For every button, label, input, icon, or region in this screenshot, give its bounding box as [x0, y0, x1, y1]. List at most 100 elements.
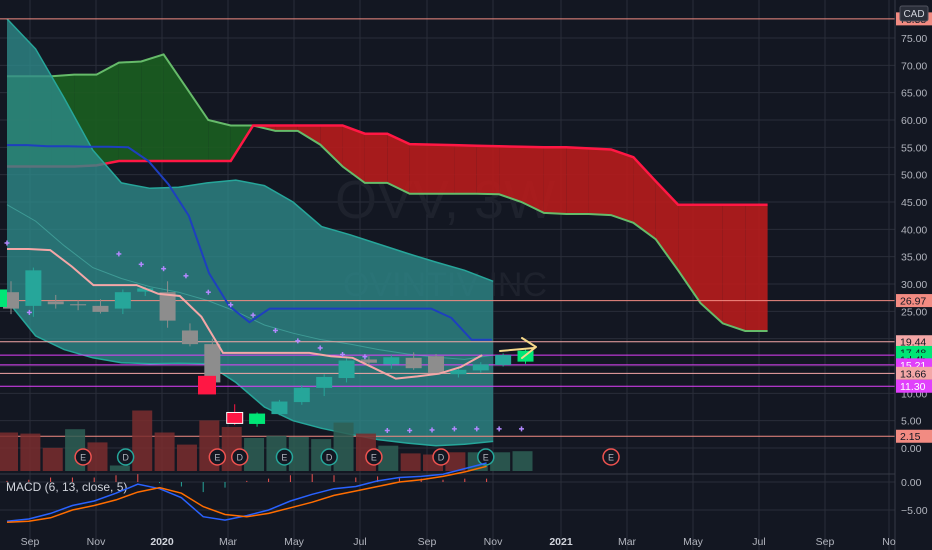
cloud-segment — [275, 125, 298, 131]
cross-marker — [429, 427, 435, 433]
currency-badge[interactable]: CAD — [899, 5, 929, 22]
cloud-segment — [320, 125, 343, 167]
price-badge-bg — [896, 366, 932, 380]
event-circle — [365, 448, 383, 466]
event-marker: E — [602, 448, 620, 466]
cloud-segment — [141, 54, 164, 161]
volume-bar — [109, 465, 130, 471]
price-badge-label: 26.97 — [900, 296, 926, 308]
currency-label: CAD — [903, 9, 924, 20]
price-badge: 11.30 — [896, 379, 932, 393]
cloud-segment — [96, 62, 119, 166]
price-axis-tick-label: 5.00 — [901, 416, 922, 428]
cloud-segment — [611, 149, 634, 223]
time-axis-tick-label: No — [882, 536, 896, 548]
price-axis-tick-label: 60.00 — [901, 115, 927, 127]
cross-marker — [496, 426, 502, 432]
cloud-segment — [432, 144, 455, 194]
time-axis-tick-label: Mar — [618, 536, 637, 548]
time-axis-tick-label: 2021 — [549, 536, 573, 548]
signal-line — [6, 465, 487, 524]
leading-span-a — [7, 53, 768, 332]
bollinger-upper — [6, 18, 494, 282]
cloud-segment — [387, 133, 410, 194]
macd-title: MACD (6, 13, close, 5) — [6, 480, 127, 494]
cross-marker — [451, 426, 457, 432]
candle-body — [92, 305, 109, 312]
cross-marker — [407, 428, 413, 434]
volume-bar — [42, 447, 63, 471]
event-marker: E — [275, 448, 294, 466]
event-circle — [275, 448, 294, 466]
price-axis-tick-label: 35.00 — [901, 252, 927, 264]
event-marker: D — [320, 448, 338, 466]
bollinger-fill — [7, 18, 494, 446]
cross-marker — [228, 302, 234, 308]
event-label: E — [608, 453, 614, 463]
candle-body — [383, 357, 400, 365]
candle-body — [114, 292, 131, 309]
event-label: D — [438, 453, 445, 463]
horizontal-lines — [0, 18, 895, 437]
cross-markers — [4, 240, 525, 434]
event-circle — [208, 448, 227, 466]
event-marker: D — [432, 448, 450, 466]
event-marker: E — [365, 448, 383, 466]
candle-body — [495, 355, 512, 365]
cross-marker — [4, 240, 10, 246]
time-axis-tick-label: May — [683, 536, 704, 548]
event-label: E — [371, 453, 377, 463]
candle-body — [316, 376, 333, 388]
candle-body — [428, 356, 445, 374]
candle-body — [472, 364, 489, 371]
candle-body — [70, 304, 87, 306]
price-badge: 19.44 — [896, 335, 932, 349]
macd-line — [6, 462, 487, 522]
candle-body — [226, 411, 244, 424]
price-badge-label: 2.15 — [900, 431, 921, 443]
cloud-segment — [655, 181, 679, 271]
event-circle — [602, 448, 620, 466]
event-label: E — [214, 453, 220, 463]
time-axis[interactable]: Sep Nov 2020 Mar May Jul Sep Nov 2021 Mar May Jul Se… — [21, 536, 896, 548]
cloud-segment — [566, 147, 589, 214]
cloud-segment — [722, 204, 746, 331]
time-axis-tick-label: Sep — [418, 536, 437, 548]
price-badge-label: 11.30 — [900, 381, 926, 393]
candle-body — [47, 301, 64, 305]
cross-marker — [474, 426, 480, 432]
volume-bar — [400, 453, 421, 471]
tenkan-line — [7, 248, 483, 380]
event-circle — [477, 448, 495, 466]
cross-marker — [26, 309, 32, 315]
event-circle — [116, 448, 135, 466]
event-label: E — [281, 453, 287, 463]
leading-span-b — [7, 124, 768, 206]
arrow-annotation[interactable] — [499, 337, 537, 359]
cross-marker — [295, 338, 301, 344]
event-label: D — [326, 453, 333, 463]
candle-body — [293, 387, 310, 403]
volume-bar — [490, 452, 511, 471]
bollinger-lower — [6, 299, 494, 447]
cloud-segment — [342, 125, 365, 183]
event-circle — [230, 448, 249, 466]
price-axis-tick-label: 30.00 — [901, 279, 927, 291]
price-badge: 26.97 — [896, 294, 932, 308]
price-axis-tick-label: 25.00 — [901, 306, 927, 318]
time-axis-tick-label: Jul — [752, 536, 765, 548]
price-axis-tick-label: 45.00 — [901, 197, 927, 209]
price-badge-bg — [896, 294, 932, 308]
candle-body — [249, 413, 266, 424]
price-axis[interactable]: 0.00 −5.00 75.00 70.00 65.00 60.00 55.00 50.00 4… — [901, 33, 928, 517]
price-badge-label: 19.44 — [900, 337, 926, 349]
price-axis-tick-label: 65.00 — [901, 88, 927, 100]
cloud-segment — [678, 204, 701, 304]
price-badge-bg — [896, 335, 932, 349]
volume-bar — [20, 433, 41, 471]
event-marker: D — [116, 448, 135, 466]
indicator-lines — [7, 144, 492, 380]
volume-bar — [445, 452, 466, 471]
